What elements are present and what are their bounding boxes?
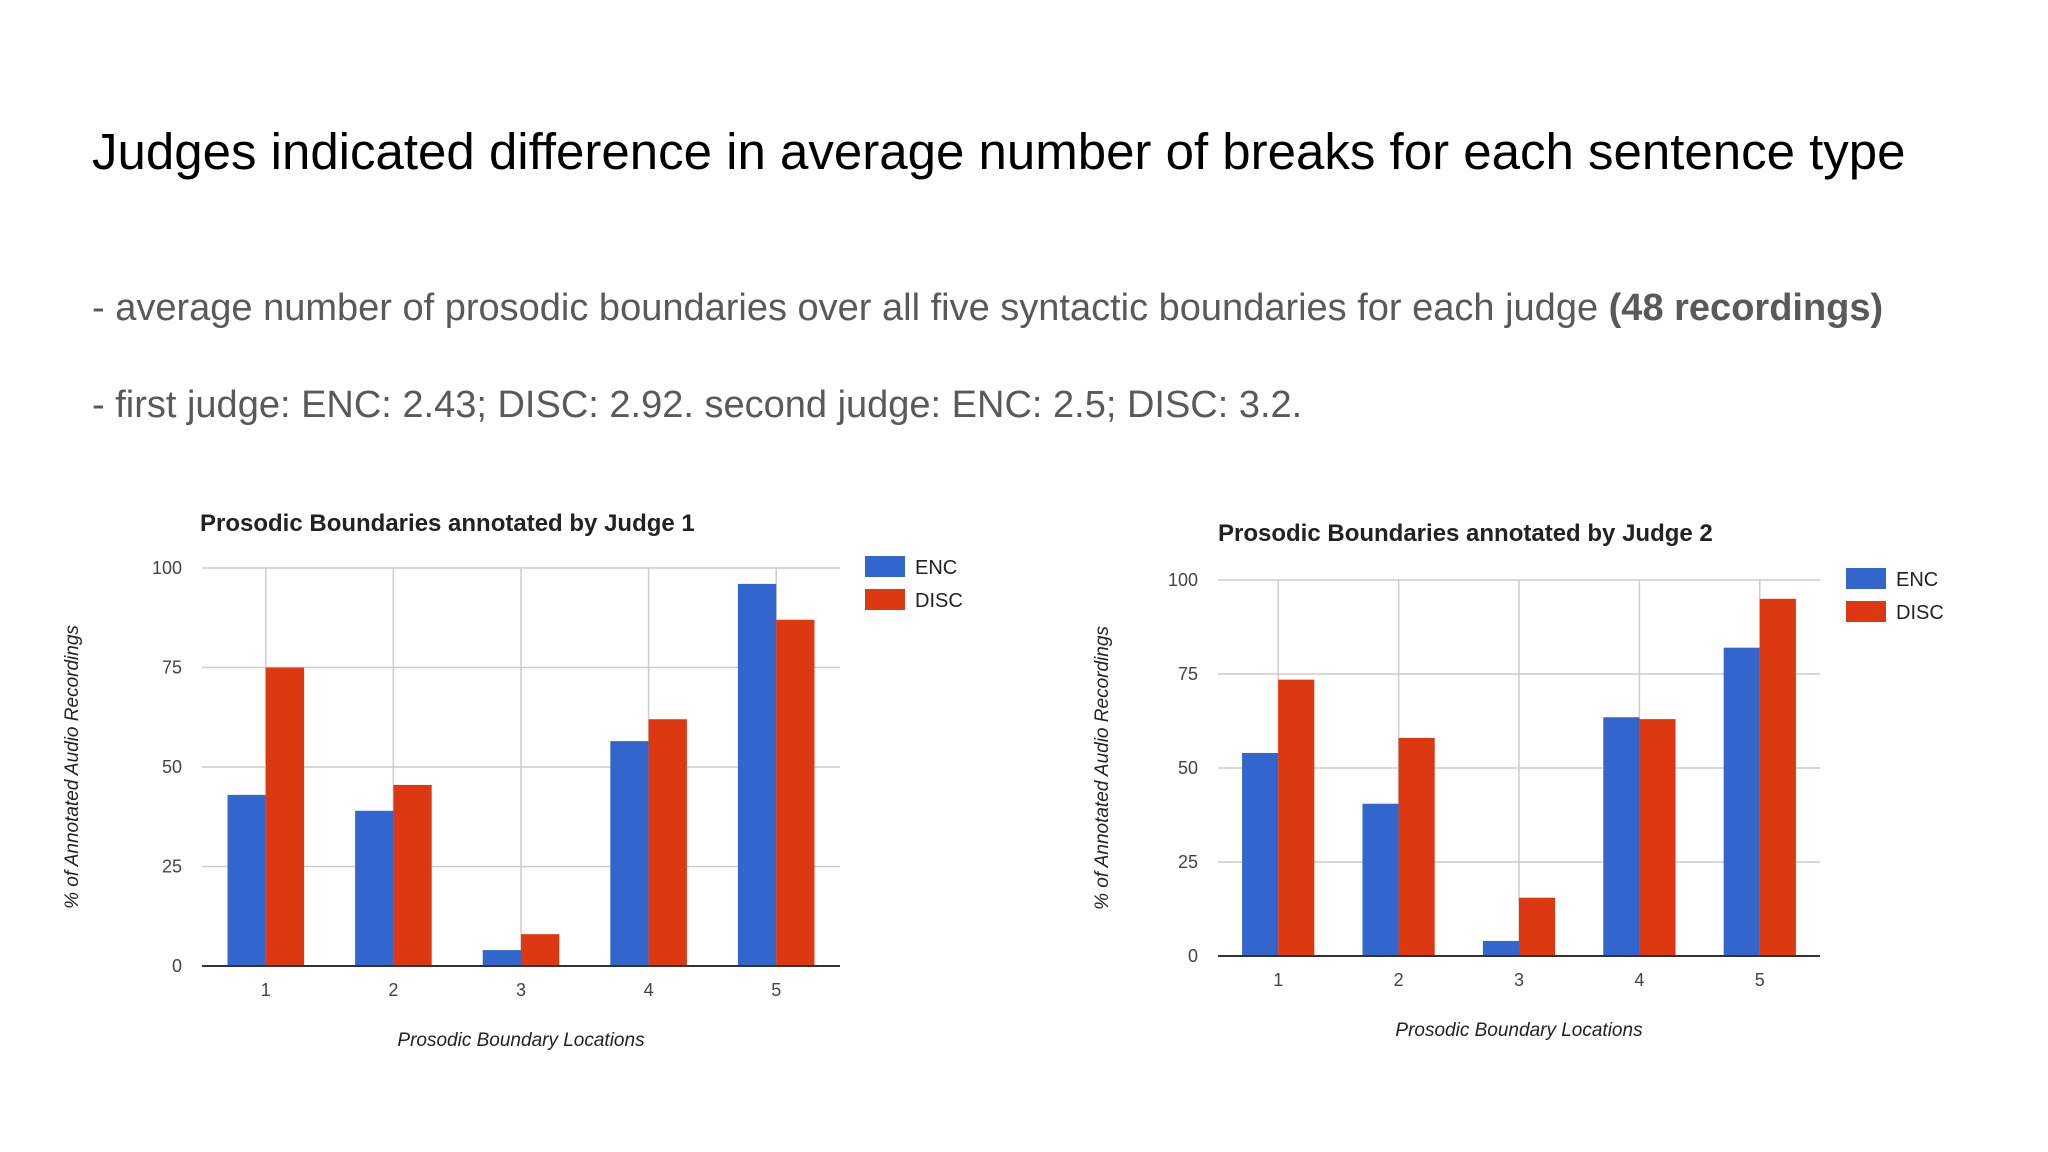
- x-tick-label: 4: [644, 980, 654, 1000]
- legend-swatch-enc: [865, 556, 905, 577]
- x-axis-title: Prosodic Boundary Locations: [1395, 1020, 1643, 1041]
- bullet-recordings: - average number of prosodic boundaries …: [92, 287, 1883, 330]
- y-tick-label: 0: [172, 956, 182, 976]
- bullet-1-text: - average number of prosodic boundaries …: [92, 287, 1609, 329]
- x-tick-label: 3: [1514, 970, 1524, 990]
- y-tick-label: 25: [1178, 852, 1198, 872]
- bullet-1-bold: (48 recordings): [1608, 287, 1884, 329]
- y-tick-label: 100: [1168, 570, 1198, 590]
- chart-title: Prosodic Boundaries annotated by Judge 1: [200, 510, 695, 537]
- legend-label-disc: DISC: [1896, 602, 1944, 624]
- bar-disc-4: [1639, 719, 1676, 956]
- legend-swatch-disc: [865, 589, 905, 610]
- bullet-judge-averages: - first judge: ENC: 2.43; DISC: 2.92. se…: [92, 384, 1303, 426]
- bar-enc-5: [737, 583, 777, 966]
- x-tick-label: 5: [771, 980, 781, 1000]
- bar-disc-5: [776, 619, 815, 966]
- bar-enc-2: [355, 810, 394, 966]
- y-tick-label: 75: [162, 658, 182, 678]
- bar-enc-2: [1362, 803, 1399, 956]
- y-tick-label: 50: [162, 757, 182, 777]
- bar-disc-5: [1759, 598, 1796, 956]
- chart-judge-1: Prosodic Boundaries annotated by Judge 1…: [62, 510, 963, 1051]
- x-tick-label: 1: [1273, 970, 1283, 990]
- bar-disc-2: [393, 784, 432, 966]
- x-tick-label: 5: [1755, 970, 1765, 990]
- chart-title: Prosodic Boundaries annotated by Judge 2: [1218, 520, 1713, 547]
- bar-enc-4: [1603, 717, 1640, 956]
- legend-label-enc: ENC: [1896, 569, 1938, 591]
- legend-swatch-enc: [1846, 568, 1886, 589]
- y-tick-label: 50: [1178, 758, 1198, 778]
- x-tick-label: 1: [261, 980, 271, 1000]
- y-tick-label: 100: [152, 558, 182, 578]
- slide-title: Judges indicated difference in average n…: [92, 123, 1906, 180]
- y-axis-title: % of Annotated Audio Recordings: [1092, 626, 1113, 910]
- bar-enc-1: [1242, 752, 1279, 956]
- y-axis-title: % of Annotated Audio Recordings: [62, 625, 83, 909]
- bar-enc-5: [1723, 647, 1760, 956]
- bar-disc-3: [1519, 897, 1556, 956]
- bar-disc-3: [521, 934, 560, 966]
- y-tick-label: 25: [162, 857, 182, 877]
- bar-disc-1: [1278, 679, 1315, 956]
- legend-swatch-disc: [1846, 601, 1886, 622]
- bar-enc-3: [482, 950, 521, 966]
- x-tick-label: 2: [1394, 970, 1404, 990]
- bar-enc-1: [227, 794, 266, 966]
- x-axis-title: Prosodic Boundary Locations: [397, 1030, 645, 1051]
- legend-label-disc: DISC: [915, 590, 963, 612]
- chart-judge-2: Prosodic Boundaries annotated by Judge 2…: [1092, 520, 1944, 1041]
- bar-enc-3: [1482, 940, 1519, 956]
- x-tick-label: 3: [516, 980, 526, 1000]
- y-tick-label: 0: [1188, 946, 1198, 966]
- x-tick-label: 4: [1634, 970, 1644, 990]
- x-tick-label: 2: [388, 980, 398, 1000]
- bar-enc-4: [610, 741, 649, 966]
- bar-disc-1: [265, 667, 305, 966]
- bar-disc-2: [1398, 737, 1435, 956]
- bar-disc-4: [648, 719, 687, 966]
- legend-label-enc: ENC: [915, 557, 957, 579]
- y-tick-label: 75: [1178, 664, 1198, 684]
